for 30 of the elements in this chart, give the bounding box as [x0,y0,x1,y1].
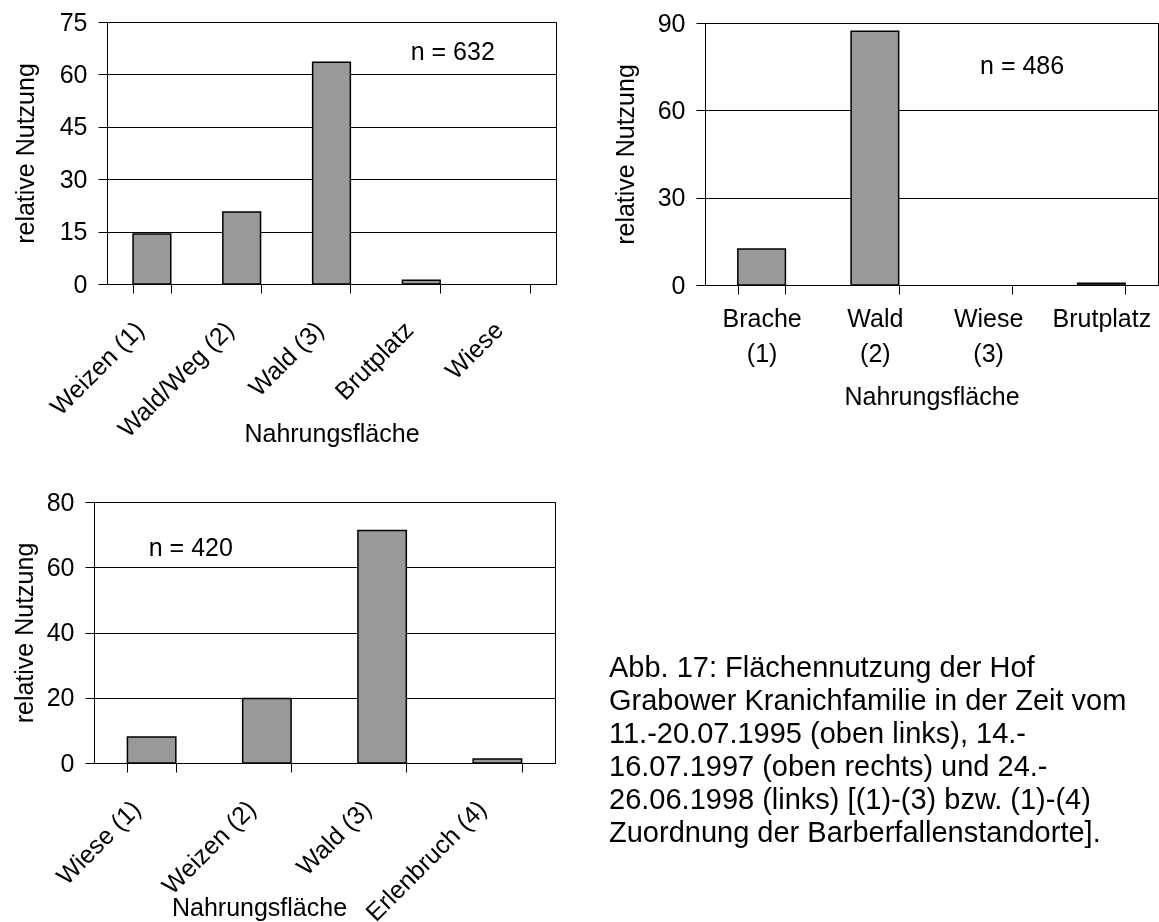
y-tick-label: 0 [60,748,75,777]
bar [472,758,523,764]
x-tick-label: Wald (2) [847,303,904,367]
annotation: n = 420 [148,532,233,561]
y-tick-label: 60 [59,59,88,88]
y-tick-label: 45 [59,112,88,141]
annotation: n = 632 [410,37,495,66]
y-tick-label: 90 [657,8,686,37]
y-tick-label: 0 [73,269,88,298]
x-axis-title: Nahrungsfläche [844,381,1020,410]
x-tick-label: Brache (1) [722,303,802,367]
y-tick-label: 30 [59,164,88,193]
x-tick-label: Brutplatz [1052,303,1152,332]
y-axis-title: relative Nutzung [610,64,639,245]
y-tick-label: 15 [59,217,88,246]
text: Abb. 17: Flächennutzung der Hof Grabower Kranichfamilie in der Zeit vom 11.-20.07.1995 (oben links), 14.-16.07.1997 (oben rechts) und 24.-26.06.1998 (links) [(1)-(3) bzw. (1)-(4) Zuordnung der Barberfallenstandorte]. [609,651,1127,848]
x-axis-title: Nahrungsfläche [244,418,420,447]
y-tick-label: 30 [657,183,686,212]
y-axis-title: relative Nutzung [9,542,38,724]
y-tick-label: 40 [46,618,75,646]
y-tick-label: 60 [657,95,686,124]
y-tick-label: 75 [59,7,88,36]
y-axis-title: relative Nutzung [10,63,39,244]
y-tick-label: 0 [671,270,686,299]
y-tick-label: 80 [46,487,75,516]
y-tick-label: 60 [46,552,75,581]
x-tick-label: Wiese (3) [953,303,1024,367]
x-axis-title: Nahrungsfläche [171,892,348,921]
annotation: n = 486 [980,50,1065,79]
y-tick-label: 20 [46,683,75,712]
